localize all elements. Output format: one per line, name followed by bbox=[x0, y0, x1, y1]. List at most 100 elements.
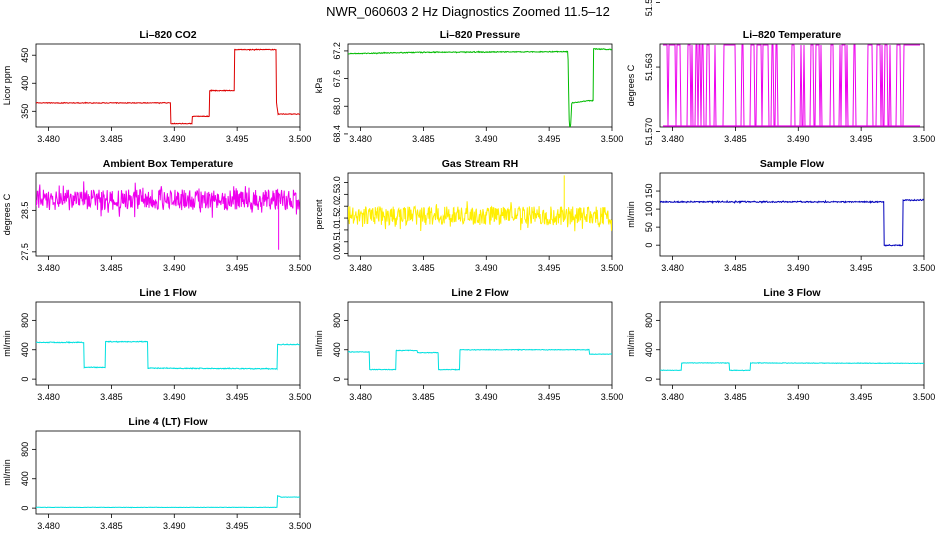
chart-title: Li–820 Temperature bbox=[743, 29, 842, 41]
x-tick-label: 3.495 bbox=[850, 263, 873, 273]
x-tick-label: 3.480 bbox=[349, 134, 372, 144]
chart-panel: Line 4 (LT) Flow ml/min 3.480 3.485 3.490 3.4… bbox=[2, 416, 311, 531]
plot-frame bbox=[659, 301, 925, 386]
x-tick-label: 3.495 bbox=[850, 134, 873, 144]
series-line bbox=[660, 361, 924, 372]
x-tick-label: 3.485 bbox=[100, 263, 123, 273]
plot-frame bbox=[35, 301, 301, 386]
y-tick-label: 28.5 bbox=[20, 202, 30, 220]
y-tick-label: 0 bbox=[644, 243, 654, 248]
chart-title: Ambient Box Temperature bbox=[103, 158, 234, 170]
y-tick-label: 68.0 bbox=[332, 97, 342, 115]
x-tick-label: 3.500 bbox=[601, 392, 624, 402]
y-tick-label: 67.6 bbox=[332, 70, 342, 88]
y-tick-label: 800 bbox=[20, 313, 30, 328]
y-tick-label: 0 bbox=[20, 377, 30, 382]
x-tick-label: 3.495 bbox=[226, 392, 249, 402]
y-tick-label: 400 bbox=[644, 342, 654, 357]
y-tick-label: 2.5 bbox=[332, 188, 342, 201]
plot-frame bbox=[659, 172, 925, 257]
x-tick-label: 3.485 bbox=[100, 392, 123, 402]
y-tick-label: 400 bbox=[20, 342, 30, 357]
chart-panel: Li–820 CO2 Licor ppm 3.480 3.485 3.490 3.495 3… bbox=[2, 29, 311, 144]
y-axis-label: ml/min bbox=[626, 330, 636, 357]
x-tick-label: 3.490 bbox=[787, 263, 810, 273]
chart-title: Li–820 Pressure bbox=[440, 29, 521, 41]
y-tick-label: 400 bbox=[20, 76, 30, 91]
y-tick-label: 51.570 bbox=[644, 118, 654, 146]
x-tick-label: 3.480 bbox=[661, 392, 684, 402]
x-tick-label: 3.490 bbox=[475, 392, 498, 402]
x-tick-label: 3.500 bbox=[601, 134, 624, 144]
y-tick-label: 0 bbox=[332, 377, 342, 382]
series-line bbox=[36, 181, 300, 218]
chart-panel: Li–820 Pressure kPa 3.480 3.485 3.490 3.495 3.… bbox=[314, 29, 623, 144]
x-tick-label: 3.495 bbox=[538, 134, 561, 144]
y-tick-label: 3.0 bbox=[332, 176, 342, 189]
chart-title: Sample Flow bbox=[760, 158, 825, 170]
x-tick-label: 3.495 bbox=[226, 521, 249, 531]
y-tick-label: 400 bbox=[332, 342, 342, 357]
chart-title: Line 2 Flow bbox=[451, 287, 509, 299]
x-tick-label: 3.500 bbox=[289, 392, 312, 402]
x-tick-label: 3.490 bbox=[163, 263, 186, 273]
y-tick-label: 0.5 bbox=[332, 236, 342, 249]
chart-panel: Gas Stream RH percent 3.480 3.485 3.490 3.495… bbox=[314, 158, 623, 273]
x-tick-label: 3.495 bbox=[850, 392, 873, 402]
y-tick-label: 1.0 bbox=[332, 224, 342, 237]
y-tick-label: 800 bbox=[644, 313, 654, 328]
series-line bbox=[348, 348, 612, 371]
series-line bbox=[663, 44, 920, 127]
y-tick-label: 0 bbox=[20, 506, 30, 511]
plot-frame bbox=[659, 43, 925, 128]
page-title: NWR_060603 2 Hz Diagnostics Zoomed 11.5–… bbox=[326, 4, 610, 19]
chart-panel: Line 2 Flow ml/min 3.480 3.485 3.490 3.495 3.5… bbox=[314, 287, 623, 402]
y-axis-label: kPa bbox=[314, 78, 324, 94]
x-tick-label: 3.490 bbox=[787, 134, 810, 144]
x-tick-label: 3.500 bbox=[289, 263, 312, 273]
x-tick-label: 3.485 bbox=[412, 263, 435, 273]
x-tick-label: 3.500 bbox=[601, 263, 624, 273]
plot-frame bbox=[35, 172, 301, 257]
x-tick-label: 3.490 bbox=[787, 392, 810, 402]
chart-panel: Sample Flow ml/min 3.480 3.485 3.490 3.495 3.5… bbox=[626, 158, 935, 273]
x-tick-label: 3.485 bbox=[100, 521, 123, 531]
x-tick-label: 3.495 bbox=[226, 263, 249, 273]
chart-panel: Line 3 Flow ml/min 3.480 3.485 3.490 3.495 3.5… bbox=[626, 287, 935, 402]
y-tick-label: 350 bbox=[20, 104, 30, 119]
x-tick-label: 3.500 bbox=[289, 134, 312, 144]
y-tick-label: 800 bbox=[332, 313, 342, 328]
series-line bbox=[36, 340, 300, 371]
x-tick-label: 3.485 bbox=[412, 134, 435, 144]
y-tick-label: 800 bbox=[20, 442, 30, 457]
chart-title: Line 3 Flow bbox=[763, 287, 821, 299]
y-axis-label: ml/min bbox=[2, 459, 12, 486]
chart-panel: Line 1 Flow ml/min 3.480 3.485 3.490 3.495 3.5… bbox=[2, 287, 311, 402]
y-tick-label: 400 bbox=[20, 471, 30, 486]
plot-frame bbox=[35, 43, 301, 128]
x-tick-label: 3.500 bbox=[289, 521, 312, 531]
y-tick-label: 1.5 bbox=[332, 212, 342, 225]
plot-frame bbox=[35, 430, 301, 515]
x-tick-label: 3.485 bbox=[412, 392, 435, 402]
chart-title: Line 1 Flow bbox=[139, 287, 197, 299]
y-tick-label: 67.2 bbox=[332, 42, 342, 60]
x-tick-label: 3.480 bbox=[37, 521, 60, 531]
series-line bbox=[36, 494, 300, 509]
x-tick-label: 3.490 bbox=[475, 263, 498, 273]
y-tick-label: 27.5 bbox=[20, 243, 30, 261]
y-axis-label: ml/min bbox=[314, 330, 324, 357]
x-tick-label: 3.500 bbox=[913, 263, 936, 273]
series-line bbox=[36, 48, 300, 125]
y-tick-label: 50 bbox=[644, 222, 654, 232]
y-axis-label: ml/min bbox=[626, 201, 636, 228]
x-tick-label: 3.485 bbox=[724, 392, 747, 402]
x-tick-label: 3.490 bbox=[163, 521, 186, 531]
x-tick-label: 3.480 bbox=[349, 392, 372, 402]
series-line bbox=[660, 198, 924, 247]
series-line bbox=[348, 201, 612, 232]
y-tick-label: 450 bbox=[20, 48, 30, 63]
x-tick-label: 3.480 bbox=[661, 134, 684, 144]
y-tick-label: 51.556 bbox=[644, 0, 654, 16]
y-axis-label: percent bbox=[314, 199, 324, 230]
